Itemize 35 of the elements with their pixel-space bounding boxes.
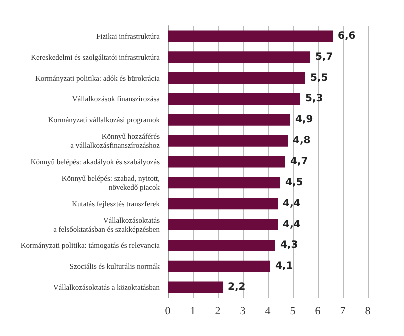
data-label: 4,3 bbox=[280, 240, 298, 252]
data-label: 4,9 bbox=[296, 114, 314, 126]
bar bbox=[168, 114, 290, 126]
data-label: 4,8 bbox=[293, 136, 311, 147]
x-tick-label: 3 bbox=[240, 306, 246, 318]
x-tick-label: 6 bbox=[315, 306, 322, 318]
data-label: 4,5 bbox=[286, 177, 304, 188]
x-tick-label: 8 bbox=[365, 306, 372, 318]
bar bbox=[168, 135, 288, 147]
x-tick-label: 4 bbox=[265, 306, 272, 318]
x-tick-label: 0 bbox=[165, 306, 172, 318]
x-tick-label: 1 bbox=[190, 306, 196, 318]
bar bbox=[168, 52, 310, 64]
bar bbox=[168, 198, 278, 210]
bar bbox=[168, 219, 278, 231]
bar bbox=[168, 30, 333, 42]
data-label: 2,2 bbox=[228, 282, 246, 294]
bar bbox=[168, 72, 306, 84]
bar bbox=[168, 240, 276, 252]
bar bbox=[168, 282, 223, 294]
bar bbox=[168, 177, 280, 189]
data-label: 4,7 bbox=[290, 156, 308, 168]
data-label: 5,3 bbox=[306, 94, 324, 105]
x-tick-label: 7 bbox=[340, 306, 346, 318]
data-label: 5,5 bbox=[310, 72, 328, 84]
bar bbox=[168, 93, 300, 105]
bar bbox=[168, 260, 270, 272]
data-label: 5,7 bbox=[316, 52, 334, 63]
bar bbox=[168, 156, 286, 168]
x-tick-label: 5 bbox=[290, 306, 296, 318]
data-label: 6,6 bbox=[338, 30, 356, 42]
x-tick-label: 2 bbox=[215, 306, 221, 318]
data-label: 4,1 bbox=[276, 261, 294, 272]
data-label: 4,4 bbox=[283, 219, 301, 230]
data-label: 4,4 bbox=[283, 198, 301, 210]
